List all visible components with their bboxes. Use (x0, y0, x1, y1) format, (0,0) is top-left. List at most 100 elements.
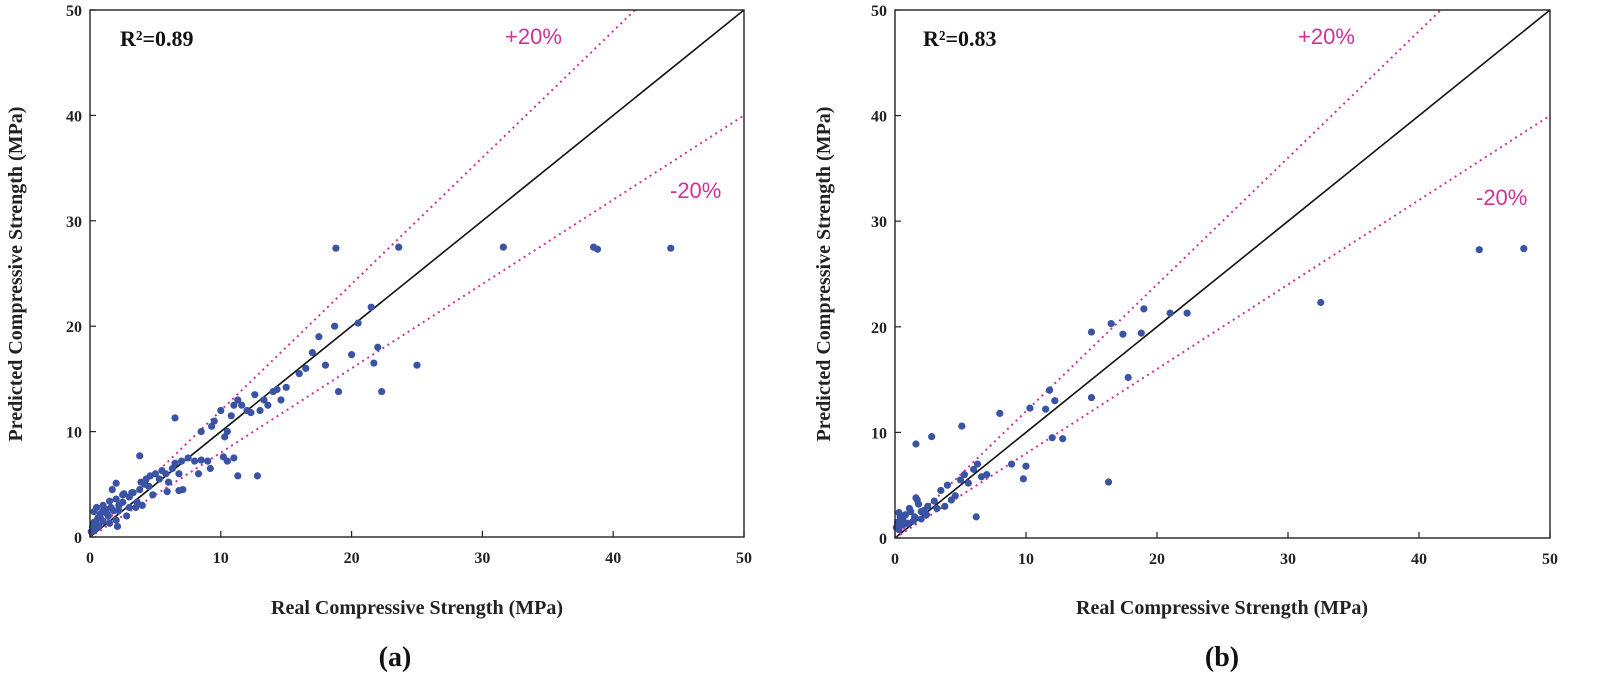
data-point (1317, 298, 1325, 307)
data-point (171, 414, 179, 422)
data-point (247, 409, 255, 417)
data-point (253, 472, 262, 480)
data-point (260, 396, 268, 404)
data-point (332, 244, 340, 252)
data-point (234, 396, 242, 404)
data-point (133, 498, 141, 506)
data-point (933, 504, 941, 513)
data-point (930, 497, 938, 505)
data-point (112, 479, 120, 487)
data-point (179, 485, 187, 494)
data-point (145, 482, 153, 491)
data-point (1045, 386, 1054, 394)
data-point (99, 501, 107, 509)
data-point (370, 359, 378, 367)
x-tick-label: 30 (1280, 551, 1296, 568)
data-point (223, 428, 231, 436)
data-point (308, 348, 316, 357)
data-point (1475, 246, 1483, 254)
data-point (137, 478, 145, 486)
data-point (1022, 462, 1030, 470)
y-tick-label: 50 (66, 3, 82, 20)
ticks-b: 0 10 20 30 40 50 0 10 20 30 40 50 (871, 3, 1558, 568)
data-point (238, 401, 246, 409)
data-point (917, 515, 925, 523)
data-point (125, 503, 133, 512)
data-point (1140, 305, 1148, 313)
y-axis-title: Predicted Compressive Strength (MPa) (5, 107, 27, 442)
data-point (175, 470, 183, 478)
data-point (667, 244, 675, 252)
data-point (277, 396, 285, 404)
data-point (996, 409, 1004, 417)
y-tick-label: 40 (871, 109, 887, 126)
identity-line (90, 10, 744, 537)
data-point (106, 519, 114, 527)
y-tick-label: 30 (66, 214, 82, 231)
data-point (197, 428, 205, 436)
data-point (106, 497, 114, 505)
data-point (95, 522, 103, 531)
data-point (499, 243, 507, 251)
data-point (96, 514, 105, 522)
data-point (960, 471, 969, 479)
data-point (330, 322, 339, 330)
data-point (295, 370, 303, 378)
data-point (184, 454, 192, 462)
y-tick-label: 0 (74, 530, 82, 547)
data-point (230, 401, 238, 409)
y-tick-label: 10 (66, 425, 82, 442)
x-tick-label: 0 (86, 550, 94, 567)
minus-20-percent-label: -20% (670, 178, 721, 203)
data-point (973, 460, 982, 468)
data-point (1520, 245, 1528, 253)
data-point (895, 509, 903, 517)
minus-20-percent-line (895, 114, 1550, 538)
data-point (251, 391, 259, 399)
panel-b: 0 10 20 30 40 50 0 10 20 30 40 50 R²=0.83 +20% -20%… (813, 3, 1558, 673)
data-point (177, 457, 186, 465)
data-point (112, 495, 120, 503)
data-point (164, 478, 173, 486)
y-tick-label: 20 (871, 320, 887, 337)
reference-lines-b (895, 10, 1550, 538)
data-point (129, 489, 137, 497)
data-point (901, 511, 910, 519)
data-point (108, 485, 116, 494)
data-point (315, 333, 323, 341)
x-tick-label: 50 (1542, 551, 1558, 568)
y-tick-label: 10 (871, 425, 887, 442)
data-point (204, 457, 212, 465)
data-point (171, 459, 179, 467)
data-point (905, 504, 914, 513)
data-point (1124, 373, 1132, 382)
y-tick-label: 30 (871, 214, 887, 231)
data-point (123, 512, 131, 520)
panel-label-a: (a) (379, 642, 412, 673)
data-point (1019, 475, 1027, 483)
data-point (374, 343, 382, 351)
data-point (900, 520, 908, 528)
data-point (983, 471, 991, 479)
data-point (163, 488, 171, 496)
y-tick-label: 0 (879, 531, 887, 548)
data-point (970, 465, 978, 473)
data-point (413, 361, 421, 369)
x-tick-label: 20 (344, 550, 360, 567)
data-point (1166, 309, 1174, 317)
data-point (194, 470, 203, 478)
data-point (924, 502, 932, 510)
data-point (151, 470, 159, 478)
data-point (109, 507, 118, 515)
data-point (917, 508, 925, 516)
data-point (230, 454, 238, 462)
data-point (354, 319, 362, 327)
data-point (928, 433, 936, 441)
data-point (197, 456, 205, 464)
points-a (87, 243, 675, 536)
x-axis-title: Real Compressive Strength (MPa) (1076, 597, 1368, 619)
panel-a: 0 10 20 30 40 50 0 10 20 30 40 50 R²=0.89 +20% -20%… (5, 3, 752, 673)
data-point (113, 522, 122, 531)
plus-20-percent-label: +20% (1298, 24, 1355, 49)
data-point (1026, 404, 1034, 412)
